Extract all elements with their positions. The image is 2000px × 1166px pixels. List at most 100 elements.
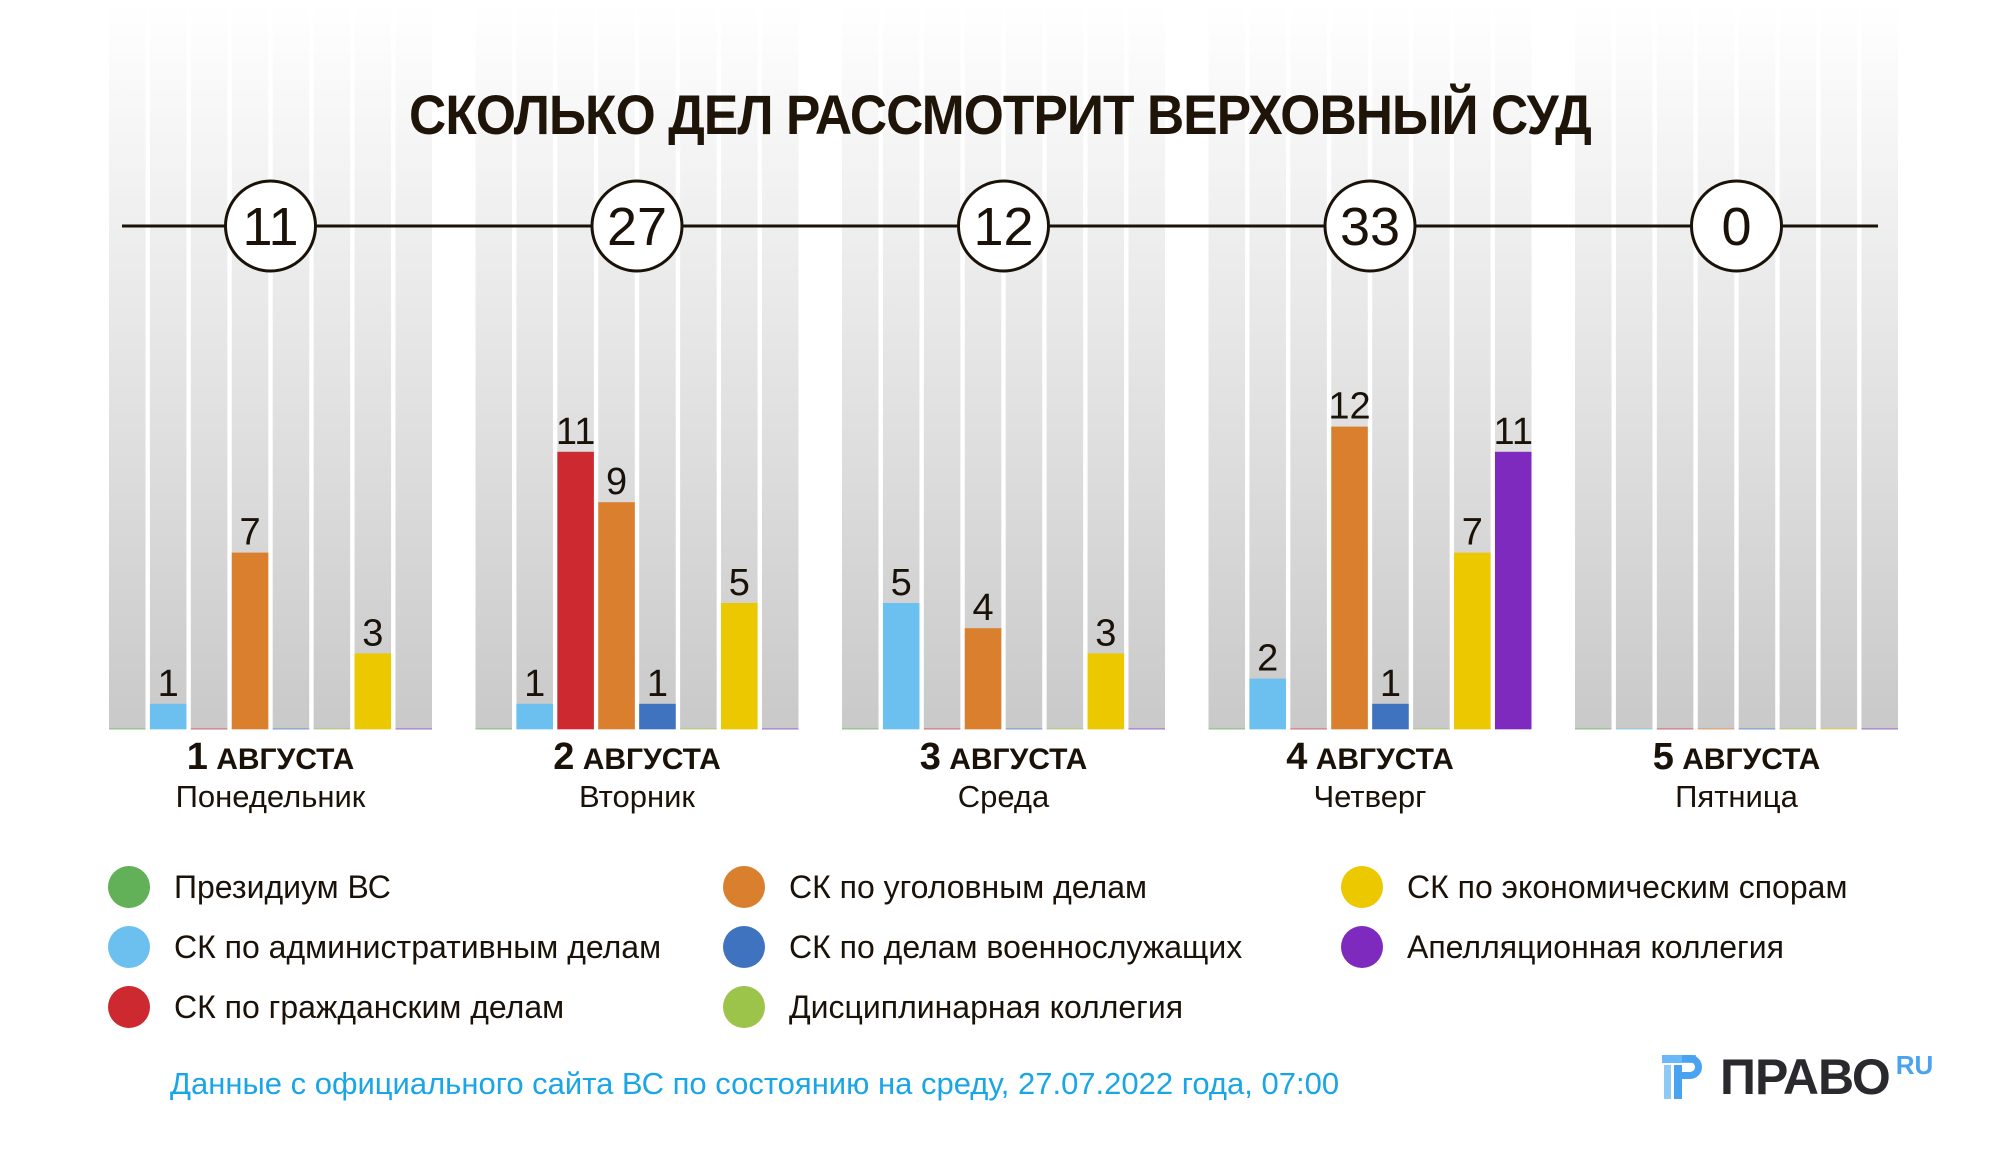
day-total-value: 0 — [1721, 197, 1751, 257]
bar — [1331, 426, 1368, 729]
day-date: 3 АВГУСТА — [842, 738, 1165, 777]
bar — [1249, 678, 1286, 729]
day-total-circles: 11 27 12 33 0 — [224, 179, 1783, 273]
day-total-value: 33 — [1340, 197, 1400, 257]
bar-value-label: 11 — [1494, 411, 1533, 453]
bar — [557, 451, 594, 729]
background-column — [1290, 3, 1327, 729]
background-column — [516, 3, 553, 729]
month-name: АВГУСТА — [1673, 743, 1821, 776]
day-number: 1 — [186, 736, 208, 778]
month-name: АВГУСТА — [574, 743, 721, 776]
column-baseline-tint — [923, 728, 961, 730]
bar — [721, 603, 758, 729]
background-column — [190, 3, 228, 729]
legend-dot-icon — [723, 866, 765, 908]
column-baseline-tint — [1779, 728, 1817, 730]
chart-title: СКОЛЬКО ДЕЛ РАССМОТРИТ ВЕРХОВНЫЙ СУД — [409, 83, 1592, 146]
legend-label: Апелляционная коллегия — [1407, 928, 1784, 965]
bar-value-label: 3 — [1095, 612, 1116, 654]
column-baseline-tint — [1738, 728, 1776, 730]
column-baseline-tint — [1005, 728, 1043, 730]
background-column — [1779, 3, 1817, 729]
background-column — [761, 3, 799, 729]
day-total-circle — [1690, 179, 1783, 273]
bar — [516, 703, 553, 729]
legend-item: СК по экономическим спорам — [1341, 862, 1847, 912]
column-baseline-tint — [1575, 728, 1612, 730]
background-column — [1249, 3, 1286, 729]
bar-value-label: 1 — [1380, 663, 1401, 705]
bar-value-label: 5 — [891, 562, 912, 604]
column-baseline-tint — [272, 728, 310, 730]
bar — [639, 703, 676, 729]
bar — [231, 552, 269, 729]
column-baseline-tint — [395, 728, 432, 730]
pravo-logo-mark-icon — [1662, 1055, 1702, 1099]
legend: Президиум ВС СК по административным делам… — [0, 862, 2000, 1042]
weekday: Среда — [957, 779, 1050, 814]
day-date: 2 АВГУСТА — [476, 738, 799, 777]
bar-value-label: 5 — [729, 562, 750, 604]
day-number: 2 — [553, 736, 575, 778]
background-column — [354, 3, 392, 729]
pravo-ru-logo[interactable]: ПРАВО RU — [1662, 1050, 1934, 1104]
background-column — [1413, 3, 1450, 729]
weekday: Понедельник — [175, 779, 366, 814]
background-column — [395, 3, 432, 729]
background-column — [1615, 3, 1653, 729]
bar — [149, 703, 187, 729]
legend-dot-icon — [723, 986, 765, 1028]
background-column — [1005, 3, 1043, 729]
column-baseline-tint — [842, 728, 879, 730]
day-total-circle — [1323, 179, 1417, 273]
bar-value-label: 7 — [1462, 512, 1483, 554]
bar-value-label: 1 — [158, 663, 179, 705]
legend-label: СК по административным делам — [174, 928, 662, 965]
legend-item: Президиум ВС — [108, 862, 391, 912]
background-column — [149, 3, 187, 729]
legend-dot-icon — [108, 986, 150, 1028]
logo-suffix: RU — [1895, 1050, 1934, 1080]
bar — [1372, 703, 1409, 729]
legend-item: СК по делам военнослужащих — [723, 922, 1242, 972]
day-total-value: 27 — [607, 197, 667, 257]
day-total-circle — [957, 179, 1050, 273]
bar — [882, 603, 920, 729]
logo-text: ПРАВО — [1720, 1049, 1891, 1105]
day-label: 1 АВГУСТА Понедельник — [109, 738, 432, 817]
background-column — [1861, 3, 1898, 729]
bar-value-label: 1 — [647, 663, 668, 705]
column-baseline-tint — [1290, 728, 1327, 730]
weekday: Пятница — [1675, 779, 1798, 814]
day-total-circle — [590, 179, 684, 273]
bar — [964, 628, 1002, 729]
legend-label: СК по делам военнослужащих — [789, 928, 1243, 965]
background-column — [1372, 3, 1409, 729]
legend-item: СК по уголовным делам — [723, 862, 1147, 912]
source-note: Данные с официального сайта ВС по состоя… — [170, 1066, 1340, 1101]
column-baseline-tint — [1208, 728, 1246, 730]
column-baseline-tint — [313, 728, 351, 730]
day-number: 5 — [1652, 736, 1674, 778]
weekday: Четверг — [1313, 779, 1427, 814]
day-number: 4 — [1286, 736, 1308, 778]
column-baseline-tint — [761, 728, 799, 730]
column-baseline-tint — [1861, 728, 1898, 730]
background-column — [1128, 3, 1165, 729]
legend-item: СК по административным делам — [108, 922, 661, 972]
day-label: 5 АВГУСТА Пятница — [1575, 738, 1898, 817]
background-column — [964, 3, 1002, 729]
background-column — [1046, 3, 1084, 729]
bar — [1087, 653, 1125, 729]
background-column — [475, 3, 513, 729]
background-column — [1087, 3, 1125, 729]
bar — [598, 502, 635, 729]
month-name: АВГУСТА — [207, 743, 355, 776]
legend-dot-icon — [1341, 866, 1383, 908]
background-column — [842, 3, 879, 729]
legend-label: СК по экономическим спорам — [1407, 868, 1848, 905]
column-baseline-tint — [1046, 728, 1084, 730]
background-column — [313, 3, 351, 729]
